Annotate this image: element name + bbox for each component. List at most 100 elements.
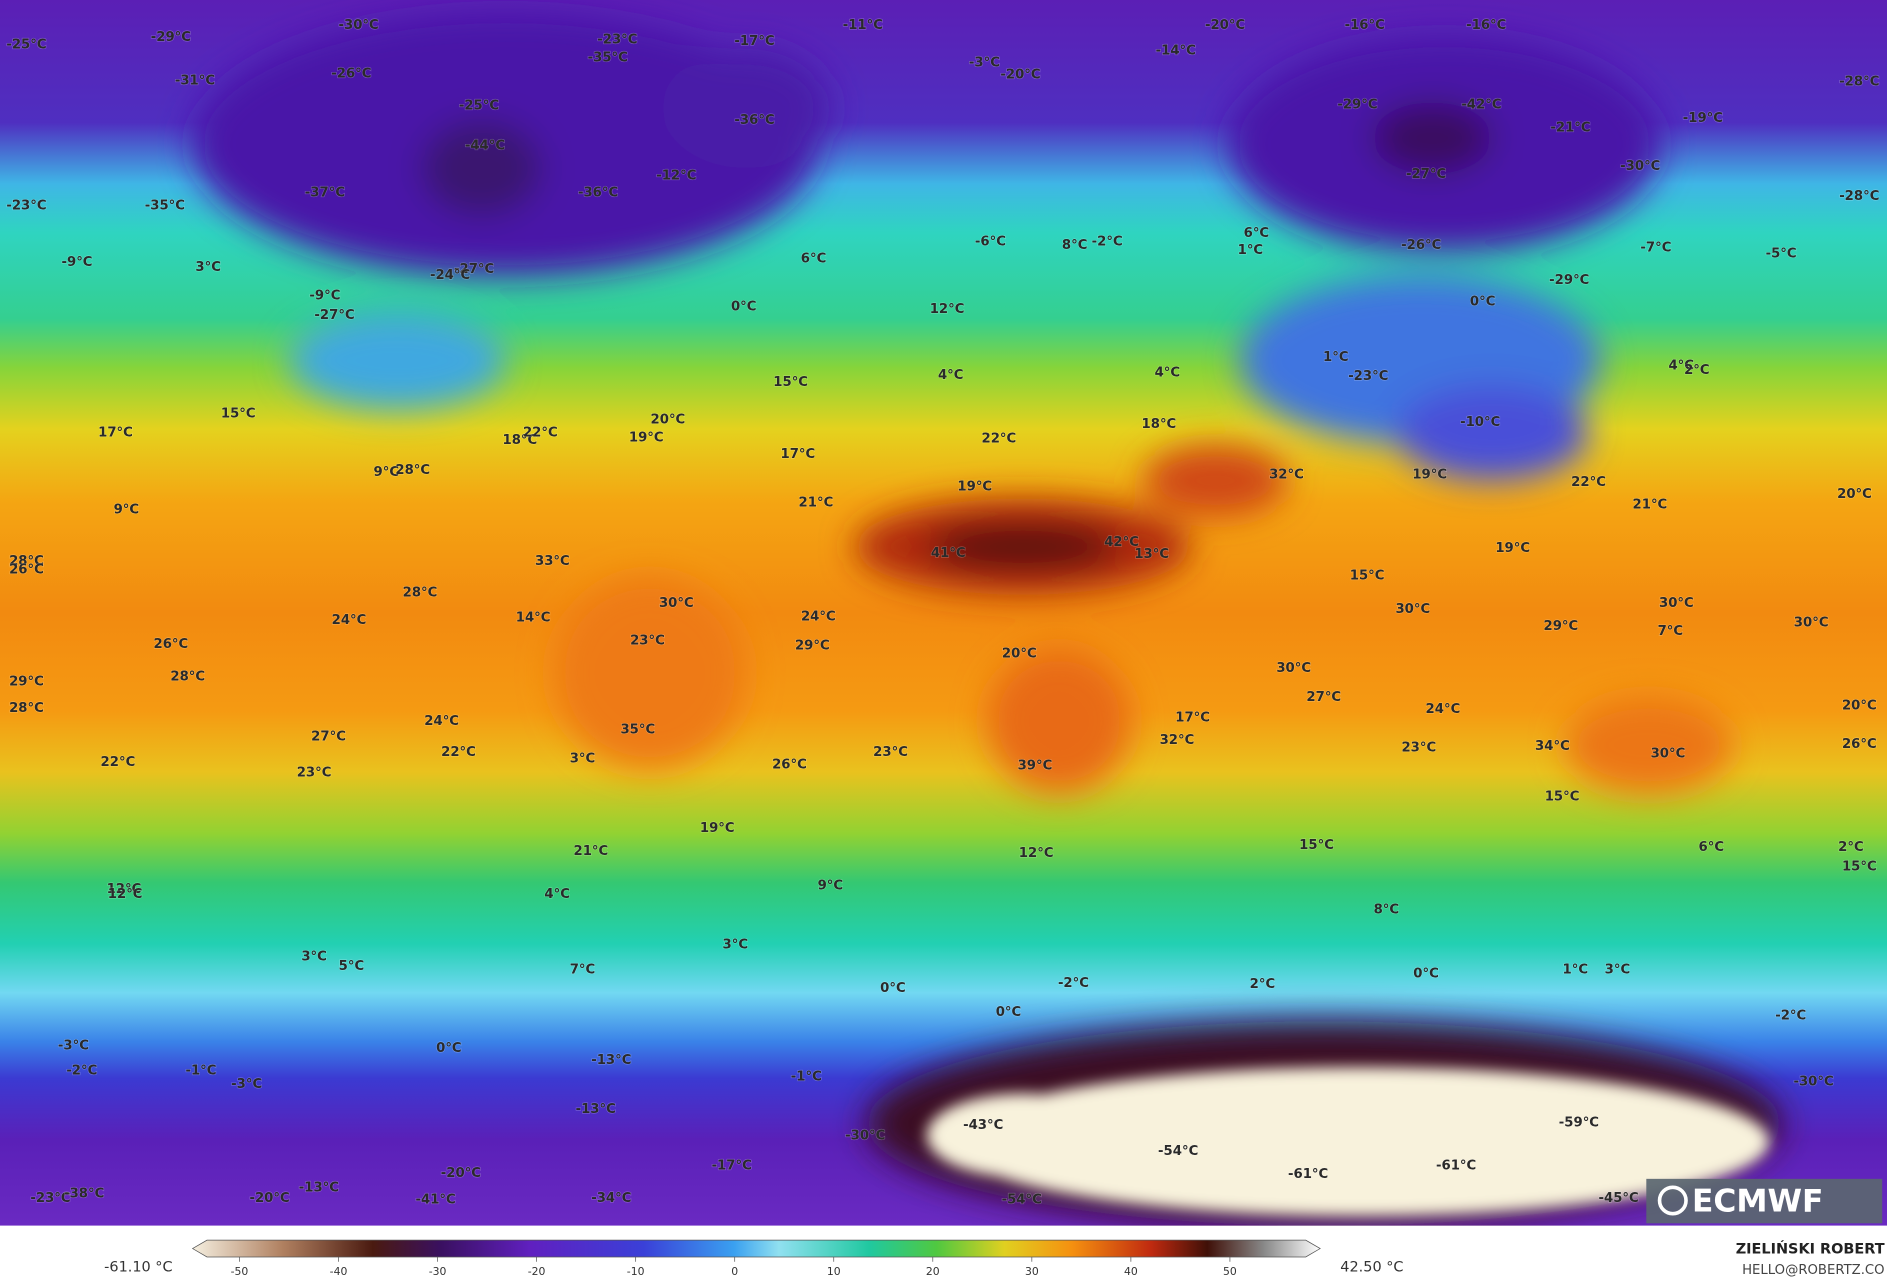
- temperature-label: 20°C: [1837, 487, 1872, 502]
- temperature-label: -38°C: [64, 1186, 104, 1201]
- colorbar-tick-label: 40: [1124, 1265, 1138, 1278]
- temperature-label: -27°C: [454, 262, 494, 277]
- temperature-label: -41°C: [416, 1192, 456, 1207]
- temperature-label: 19°C: [1412, 468, 1447, 483]
- temperature-label: -16°C: [1466, 18, 1506, 33]
- temperature-label: 24°C: [332, 613, 367, 628]
- temperature-label: -45°C: [1599, 1191, 1639, 1206]
- temperature-label: 6°C: [1699, 840, 1725, 855]
- temperature-label: -25°C: [6, 37, 46, 52]
- temperature-label: 33°C: [535, 554, 570, 569]
- temperature-label: -13°C: [591, 1053, 631, 1068]
- temperature-label: -20°C: [1205, 18, 1245, 33]
- temperature-label: 24°C: [801, 609, 836, 624]
- temperature-label: 32°C: [1160, 733, 1195, 748]
- temperature-label: -29°C: [1549, 273, 1589, 288]
- temperature-label: -61°C: [1288, 1167, 1328, 1182]
- temperature-label: -23°C: [30, 1191, 70, 1206]
- temperature-label: -61°C: [1436, 1159, 1476, 1174]
- temperature-label: 30°C: [1651, 746, 1686, 761]
- temperature-label: -16°C: [1345, 18, 1385, 33]
- temperature-label: -37°C: [305, 185, 345, 200]
- colorbar-max: 42.50 °C: [1340, 1259, 1403, 1275]
- colorbar-tick-label: -10: [627, 1265, 645, 1278]
- temperature-label: 8°C: [1374, 903, 1400, 918]
- temperature-label: 12°C: [107, 882, 142, 897]
- temperature-label: 30°C: [1395, 602, 1430, 617]
- temperature-label: 6°C: [1244, 226, 1270, 241]
- temperature-label: -17°C: [712, 1159, 752, 1174]
- temperature-label: 14°C: [516, 611, 551, 626]
- temperature-label: 30°C: [1794, 615, 1829, 630]
- temperature-label: -9°C: [62, 255, 93, 270]
- temperature-label: -2°C: [66, 1064, 97, 1079]
- temperature-label: 41°C: [931, 546, 966, 561]
- temperature-label: -24°C: [430, 268, 470, 283]
- temperature-label: 21°C: [799, 495, 834, 510]
- temperature-label: 15°C: [1545, 790, 1580, 805]
- temperature-label: -13°C: [299, 1180, 339, 1195]
- temperature-label: 1°C: [1238, 243, 1264, 258]
- temperature-label: -26°C: [331, 66, 371, 81]
- temperature-label: -21°C: [1550, 120, 1590, 135]
- temperature-label: -23°C: [597, 33, 637, 48]
- temperature-label: 15°C: [1842, 859, 1877, 874]
- temperature-label: -36°C: [734, 113, 774, 128]
- temperature-label: -35°C: [145, 198, 185, 213]
- temperature-label: 9°C: [818, 879, 844, 894]
- colorbar: [191, 1239, 1321, 1258]
- temperature-label: -59°C: [1559, 1115, 1599, 1130]
- temperature-label: 26°C: [1842, 737, 1877, 752]
- temperature-label: 4°C: [1155, 366, 1181, 381]
- temperature-label: 28°C: [170, 670, 205, 685]
- temperature-label: -29°C: [151, 30, 191, 45]
- temperature-label: 26°C: [772, 757, 807, 772]
- temperature-label: 23°C: [873, 745, 908, 760]
- temperature-label: -9°C: [309, 289, 340, 304]
- temperature-label: 23°C: [630, 634, 665, 649]
- temperature-label: 20°C: [1842, 698, 1877, 713]
- colorbar-tick-label: 0: [731, 1265, 738, 1278]
- temperature-label: -5°C: [1766, 247, 1797, 262]
- temperature-label: 13°C: [1134, 547, 1169, 562]
- temperature-label: 0°C: [1470, 295, 1496, 310]
- temperature-label: 15°C: [221, 406, 256, 421]
- temperature-label: 8°C: [1062, 238, 1088, 253]
- temperature-label: -25°C: [459, 99, 499, 114]
- temperature-label: -10°C: [1460, 415, 1500, 430]
- temperature-label: 19°C: [700, 821, 735, 836]
- colorbar-tick-label: 50: [1223, 1265, 1237, 1278]
- temperature-label: 26°C: [154, 637, 189, 652]
- temperature-label: 17°C: [781, 447, 816, 462]
- temperature-label: -43°C: [963, 1118, 1003, 1133]
- temperature-label: 22°C: [981, 432, 1016, 447]
- temperature-label: 30°C: [659, 596, 694, 611]
- temperature-label: 1°C: [1563, 963, 1589, 978]
- temperature-label: -44°C: [465, 138, 505, 153]
- temperature-label: 24°C: [424, 714, 459, 729]
- temperature-label: 4°C: [1668, 358, 1694, 373]
- temperature-label: 28°C: [9, 701, 44, 716]
- temperature-label: 3°C: [301, 950, 327, 965]
- temperature-label: 7°C: [1658, 624, 1684, 639]
- colorbar-min: -61.10 °C: [104, 1259, 172, 1275]
- temperature-label: 21°C: [574, 844, 609, 859]
- temperature-label: -2°C: [1092, 235, 1123, 250]
- colorbar-tick-label: -50: [231, 1265, 249, 1278]
- colorbar-tick-label: 30: [1025, 1265, 1039, 1278]
- temperature-label: 15°C: [1350, 569, 1385, 584]
- temperature-label: -23°C: [1348, 369, 1388, 384]
- temperature-label: 27°C: [1306, 690, 1341, 705]
- temperature-label: 9°C: [114, 503, 140, 518]
- temperature-label: -3°C: [969, 55, 1000, 70]
- temperature-label: -11°C: [843, 18, 883, 33]
- temperature-label: 39°C: [1018, 758, 1053, 773]
- temperature-label: 26°C: [9, 563, 44, 578]
- temperature-label: -54°C: [1002, 1192, 1042, 1207]
- temperature-label: 12°C: [1019, 846, 1054, 861]
- temperature-label: -1°C: [185, 1064, 216, 1079]
- temperature-label: 0°C: [731, 299, 757, 314]
- temperature-label: 19°C: [629, 430, 664, 445]
- temperature-label: -2°C: [1775, 1008, 1806, 1023]
- temperature-label: 3°C: [1605, 963, 1631, 978]
